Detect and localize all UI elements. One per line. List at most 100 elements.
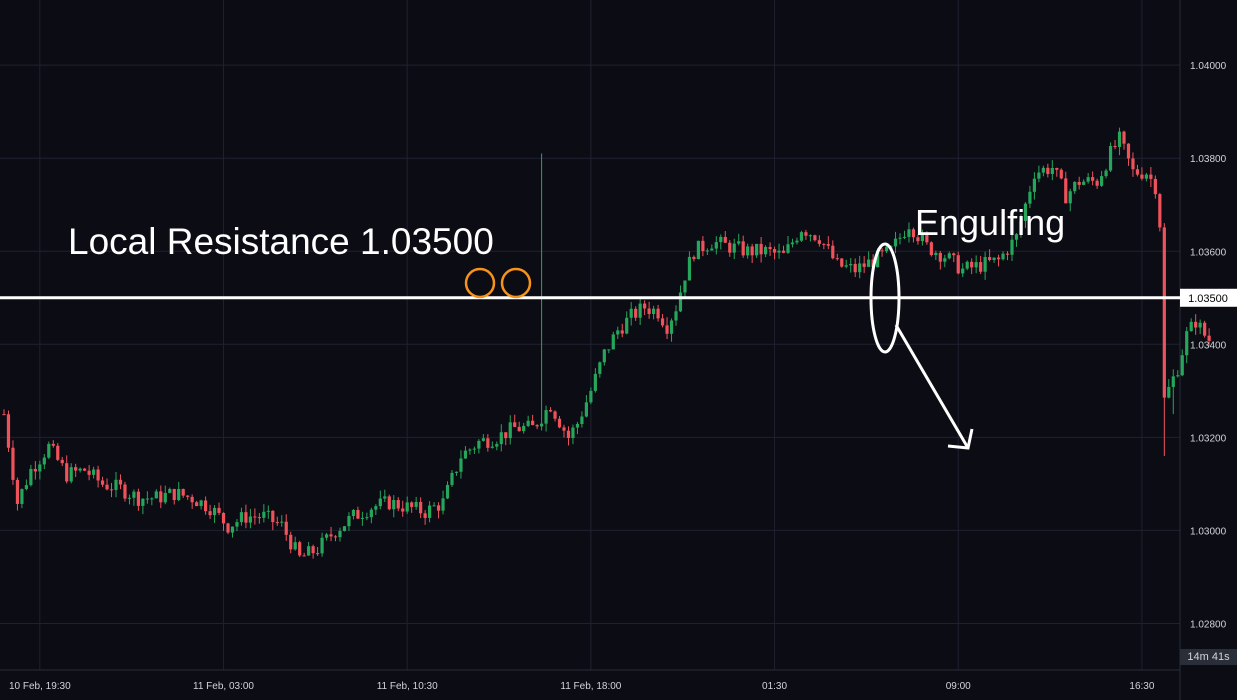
candle-body: [540, 423, 544, 427]
candle-body: [714, 242, 718, 249]
candle-body: [920, 234, 924, 242]
candle-body: [499, 432, 503, 445]
candle-body: [961, 268, 965, 274]
candle-body: [33, 468, 37, 472]
candle-body: [396, 500, 400, 509]
candle-body: [880, 250, 884, 252]
candle-body: [526, 420, 530, 426]
candle-body: [2, 414, 6, 416]
candle-body: [472, 448, 476, 450]
candle-body: [24, 485, 28, 490]
candle-body: [212, 507, 217, 516]
x-tick-label: 16:30: [1129, 681, 1154, 692]
candle-body: [1064, 178, 1068, 204]
candle-body: [253, 516, 257, 518]
grid-lines: [0, 0, 1180, 670]
candle-body: [333, 536, 338, 538]
candle-body: [504, 432, 508, 439]
candle-body: [1059, 169, 1063, 179]
candle-body: [772, 249, 777, 253]
candle-body: [1046, 167, 1050, 175]
candle-body: [1198, 322, 1202, 328]
candle-body: [6, 414, 11, 448]
candle-body: [15, 479, 20, 504]
candle-body: [92, 469, 96, 475]
candle-body: [78, 468, 82, 471]
x-tick-label: 11 Feb, 10:30: [377, 681, 438, 692]
candle-body: [1010, 239, 1014, 255]
candle-body: [853, 263, 857, 273]
candle-body: [643, 303, 647, 309]
candle-body: [109, 489, 114, 491]
candle-body: [974, 262, 978, 268]
candle-body: [1135, 169, 1140, 175]
candle-body: [195, 502, 199, 507]
down-arrow-shaft: [894, 324, 970, 449]
candle-body: [647, 308, 651, 315]
resistance-label: Local Resistance 1.03500: [68, 221, 494, 262]
candle-body: [790, 242, 795, 245]
candle-body: [826, 244, 830, 246]
candle-body: [168, 488, 172, 493]
candle-body: [952, 253, 956, 256]
candle-body: [1117, 131, 1122, 147]
candle-body: [410, 502, 414, 507]
y-tick-label: 1.04000: [1190, 61, 1227, 72]
candle-body: [943, 258, 947, 262]
y-tick-label: 1.03200: [1190, 433, 1227, 444]
candle-body: [822, 243, 826, 245]
candle-body: [513, 422, 517, 427]
candle-body: [696, 240, 700, 260]
candle-body: [876, 250, 880, 268]
x-tick-label: 01:30: [762, 681, 787, 692]
candle-body: [634, 308, 638, 318]
candle-body: [557, 418, 562, 428]
candle-body: [911, 229, 916, 238]
candle-body: [737, 241, 741, 244]
candle-body: [979, 262, 983, 272]
candle-body: [660, 318, 665, 326]
candle-body: [401, 508, 405, 512]
candle-body: [383, 496, 387, 499]
candle-body: [1068, 191, 1072, 204]
candle-body: [495, 444, 499, 447]
candle-body: [741, 241, 745, 256]
candle-body: [929, 242, 933, 256]
candle-body: [257, 517, 261, 519]
resistance-price-label: 1.03500: [1188, 293, 1228, 305]
candle-body: [1189, 321, 1193, 332]
candle-body: [750, 246, 754, 256]
candle-body: [1023, 203, 1028, 221]
candle-body: [638, 303, 642, 318]
candle-body: [477, 440, 481, 449]
candle-body: [414, 501, 418, 507]
candle-body: [1144, 174, 1148, 179]
candle-body: [1041, 167, 1045, 173]
candle-body: [204, 500, 208, 512]
x-tick-label: 10 Feb, 19:30: [9, 681, 71, 692]
candle-body: [311, 546, 315, 554]
candle-body: [1185, 331, 1189, 356]
candle-body: [29, 468, 33, 486]
candle-body: [1014, 234, 1019, 240]
candle-countdown: 14m 41s: [1180, 649, 1237, 665]
candle-body: [884, 246, 889, 252]
candle-body: [544, 410, 548, 424]
down-arrow-head: [947, 428, 974, 450]
candle-body: [356, 509, 360, 519]
candle-body: [701, 240, 705, 252]
candle-body: [1100, 176, 1104, 186]
candle-body: [947, 253, 951, 259]
candle-body: [1001, 253, 1005, 260]
x-tick-label: 09:00: [946, 681, 971, 692]
candle-body: [1126, 143, 1131, 159]
candle-body: [620, 330, 624, 334]
candle-body: [289, 534, 293, 550]
engulfing-label: Engulfing: [915, 202, 1065, 243]
y-tick-label: 1.03800: [1190, 154, 1227, 165]
x-axis-ticks: 10 Feb, 19:30 11 Feb, 03:00 11 Feb, 10:30 1…: [9, 681, 1155, 692]
candle-body: [589, 390, 593, 403]
candle-body: [625, 317, 629, 334]
candle-body: [1149, 174, 1153, 179]
candle-body: [902, 236, 907, 238]
